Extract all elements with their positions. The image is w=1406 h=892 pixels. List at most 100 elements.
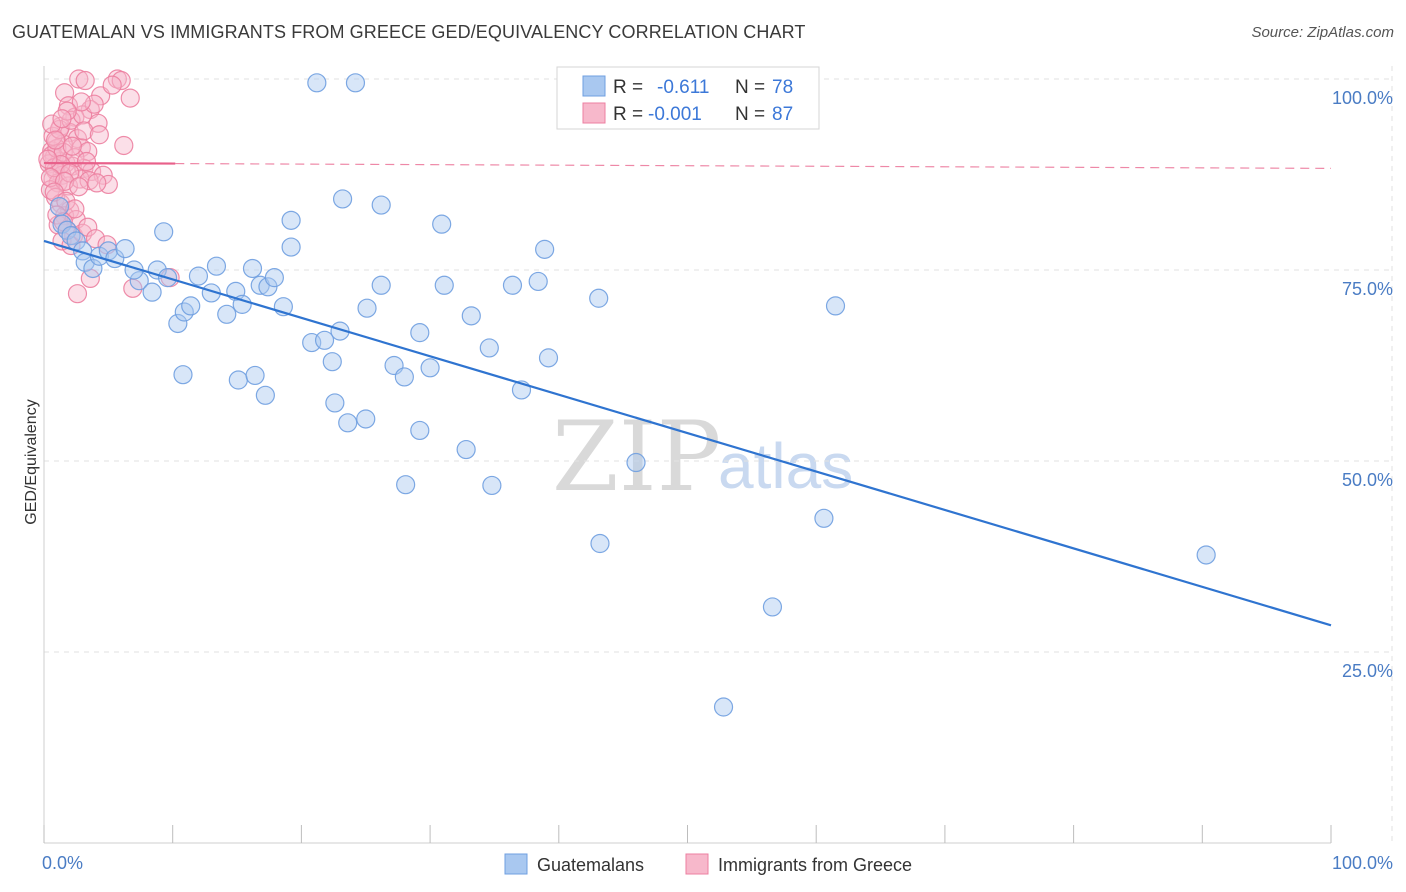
greece-point-63 <box>40 167 61 188</box>
x-tick-label-max: 100.0% <box>1332 853 1393 873</box>
greece-point-84 <box>65 199 85 219</box>
legend-swatch-greece <box>582 102 606 124</box>
guatemalan-point-24 <box>168 313 188 334</box>
y-axis-title: GED/Equivalency <box>23 399 40 524</box>
correlation-legend: R = -0.611 N = 78 R = -0.001 N = 87 <box>556 66 820 130</box>
guatemalan-point-4 <box>281 210 301 230</box>
guatemalan-point-17 <box>115 239 135 259</box>
greece-point-6 <box>120 88 140 108</box>
guatemalan-point-13 <box>83 258 103 279</box>
y-tick-label-75: 75.0% <box>1342 279 1393 299</box>
guatemalan-point-22 <box>154 222 174 242</box>
guatemalan-point-59 <box>228 370 248 390</box>
guatemalan-point-0 <box>307 73 327 93</box>
bottom-legend-label-guatemalans: Guatemalans <box>537 855 644 875</box>
series-legend: Guatemalans Immigrants from Greece <box>504 853 912 875</box>
greece-point-1 <box>75 70 95 91</box>
bottom-legend-swatch-guatemalans <box>504 853 528 875</box>
guatemalan-point-65 <box>410 420 430 441</box>
greece-point-52 <box>67 284 88 304</box>
guatemalan-point-2 <box>332 189 353 209</box>
legend-r-value-1: -0.001 <box>648 104 702 125</box>
greece-point-77 <box>45 130 66 150</box>
guatemalan-point-53 <box>528 271 548 292</box>
guatemalan-point-66 <box>456 439 476 460</box>
legend-n-value-1: 87 <box>772 104 793 125</box>
greece-point-65 <box>69 177 89 197</box>
trend-line-greece-solid <box>43 161 176 165</box>
watermark-atlas: atlas <box>718 430 853 502</box>
greece-point-80 <box>89 125 109 145</box>
guatemalan-point-69 <box>626 452 646 473</box>
guatemalan-point-50 <box>461 306 481 326</box>
legend-r-label-0: R = <box>613 77 643 98</box>
guatemalan-point-30 <box>217 304 237 324</box>
guatemalan-point-18 <box>129 271 149 291</box>
greece-point-78 <box>62 136 82 156</box>
chart-title: GUATEMALAN VS IMMIGRANTS FROM GREECE GED… <box>12 22 806 42</box>
guatemalan-point-47 <box>410 323 430 343</box>
guatemalan-point-74 <box>713 697 734 717</box>
guatemalan-point-70 <box>590 533 610 554</box>
y-tick-label-50: 50.0% <box>1342 470 1393 490</box>
guatemalan-point-68 <box>396 475 416 495</box>
guatemalan-point-36 <box>264 268 284 288</box>
guatemalan-point-3 <box>371 195 391 215</box>
greece-point-72 <box>102 75 122 95</box>
guatemalan-point-57 <box>825 296 846 316</box>
guatemalan-point-54 <box>535 239 555 259</box>
guatemalan-point-72 <box>762 597 783 617</box>
greece-point-3 <box>111 70 131 91</box>
x-tick-label-min: 0.0% <box>42 853 83 873</box>
guatemalan-point-64 <box>356 409 376 429</box>
guatemalan-point-29 <box>206 256 227 276</box>
greece-point-59 <box>76 151 97 172</box>
greece-point-0 <box>69 69 89 89</box>
y-tick-labels: 25.0% 50.0% 75.0% 100.0% <box>1332 88 1393 681</box>
guatemalan-point-33 <box>242 258 263 279</box>
bottom-legend-label-greece: Immigrants from Greece <box>718 855 912 875</box>
guatemalan-point-6 <box>49 196 70 217</box>
greece-point-66 <box>87 173 107 193</box>
guatemalan-point-38 <box>281 237 301 257</box>
greece-point-48 <box>78 217 98 237</box>
legend-n-label-0: N = <box>735 77 765 98</box>
guatemalan-point-63 <box>338 413 358 433</box>
greece-point-79 <box>74 121 94 141</box>
guatemalan-point-40 <box>314 330 335 350</box>
guatemalan-point-26 <box>181 296 201 316</box>
guatemalan-point-51 <box>479 338 499 358</box>
chart-source: Source: ZipAtlas.com <box>1251 24 1394 41</box>
guatemalan-point-1 <box>345 73 366 93</box>
legend-n-label-1: N = <box>735 104 765 125</box>
legend-swatch-guatemalans <box>582 75 606 97</box>
greece-point-81 <box>38 149 58 169</box>
greece-point-34 <box>79 171 99 191</box>
trend-line-greece-dashed <box>175 162 1332 169</box>
trend-lines <box>43 161 1332 627</box>
guatemalan-point-5 <box>432 214 452 234</box>
guatemalan-point-73 <box>1196 545 1216 565</box>
x-tick-labels: 0.0% 100.0% <box>42 853 1393 873</box>
guatemalan-point-75 <box>482 475 502 496</box>
guatemalan-point-52 <box>502 275 523 295</box>
guatemalan-point-27 <box>188 266 209 286</box>
series-guatemalans-points <box>49 73 1216 717</box>
guatemalan-point-44 <box>371 275 391 295</box>
guatemalan-point-20 <box>142 282 162 302</box>
y-tick-label-100: 100.0% <box>1332 88 1393 108</box>
guatemalan-point-49 <box>434 275 454 295</box>
guatemalan-point-71 <box>814 508 834 528</box>
guatemalan-point-61 <box>255 385 275 405</box>
greece-point-18 <box>114 135 134 156</box>
guatemalan-point-41 <box>322 352 342 372</box>
greece-point-76 <box>52 109 72 129</box>
guatemalan-point-14 <box>89 246 109 266</box>
guatemalan-point-46 <box>394 367 414 387</box>
guatemalan-point-55 <box>538 348 559 368</box>
series-greece-points <box>38 69 180 304</box>
guatemalan-point-58 <box>173 365 193 385</box>
watermark-zip: ZIP <box>552 401 721 513</box>
guatemalan-point-56 <box>589 288 609 308</box>
